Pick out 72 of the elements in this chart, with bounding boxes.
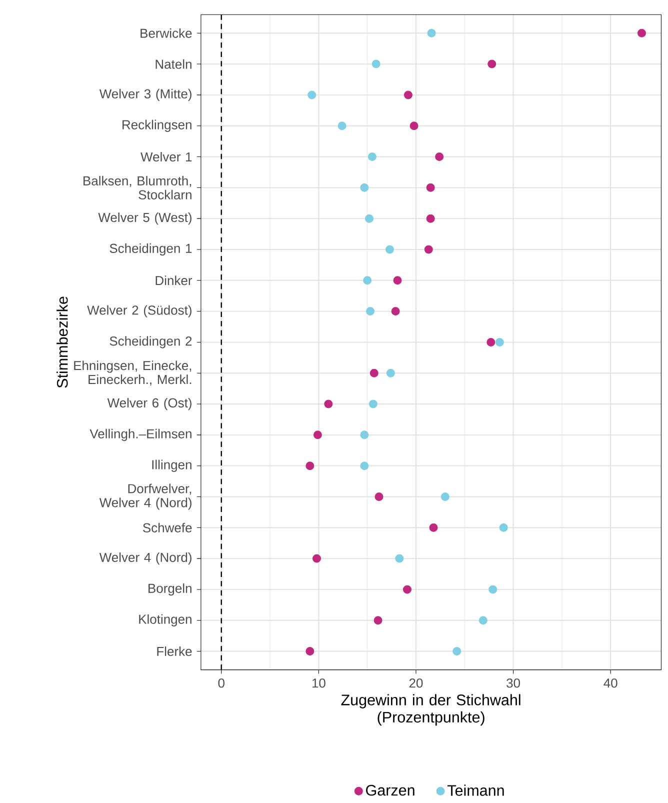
point [427, 28, 436, 38]
y-tick-label: Welver 5 (West) [98, 212, 192, 225]
point [338, 122, 346, 130]
point [495, 338, 504, 346]
x-tick-label: 0 [218, 678, 224, 688]
point [313, 430, 322, 440]
point [324, 400, 332, 408]
y-tick-label: Welver 1 [140, 152, 192, 162]
point [366, 307, 374, 316]
point [364, 214, 374, 223]
x-tick-label: 20 [409, 678, 422, 688]
y-tick-label: Dorfwelver, Welver 4 (Nord) [99, 484, 192, 510]
point [499, 523, 508, 532]
y-tick-label: Welver 3 (Mitte) [99, 88, 192, 101]
point [305, 647, 314, 656]
point [362, 276, 372, 285]
point [426, 214, 435, 223]
point [386, 368, 395, 378]
legend-label: Garzen [366, 784, 414, 796]
y-tick-label: Nateln [156, 59, 192, 69]
point [426, 183, 435, 192]
x-axis-title: Zugewinn in der Stichwahl (Prozentpunkte) [341, 694, 520, 726]
point [434, 152, 444, 162]
point [637, 28, 646, 38]
x-tick-label: 40 [603, 678, 618, 688]
legend-label: Teimann [447, 784, 504, 796]
point [402, 585, 412, 594]
point [404, 90, 412, 100]
point [488, 585, 497, 594]
y-tick-label: Flerke [156, 646, 192, 656]
point [429, 523, 438, 532]
point [368, 400, 378, 408]
point [360, 183, 368, 192]
point [360, 430, 368, 440]
point [424, 245, 433, 254]
point [487, 60, 496, 68]
point [360, 462, 368, 470]
y-tick-label: Borgeln [148, 583, 192, 596]
point [368, 152, 376, 162]
y-tick-label: Berwicke [140, 28, 192, 38]
y-tick-label: Balksen, Blumroth, Stocklarn [83, 176, 192, 200]
point [372, 60, 380, 68]
y-tick-label: Welver 2 (Südost) [86, 305, 192, 318]
y-tick-label: Scheidingen 2 [110, 336, 192, 348]
point [385, 245, 394, 254]
point [312, 554, 321, 563]
y-tick-label: Vellingh.–Eilmsen [90, 428, 192, 441]
y-tick-label: Welver 6 (Ost) [107, 398, 192, 410]
y-tick-label: Welver 4 (Nord) [99, 552, 192, 565]
y-tick-label: Ehningsen, Einecke, Eineckerh., Merkl. [74, 360, 191, 386]
y-axis-title: Stimmbezirke [56, 296, 68, 388]
point [452, 647, 461, 656]
y-tick-label: Dinker [156, 276, 192, 286]
point [394, 554, 404, 563]
point [410, 122, 418, 130]
point [374, 492, 384, 501]
x-tick-label: 10 [312, 678, 326, 688]
point [391, 307, 400, 316]
y-tick-label: Scheidingen 1 [110, 243, 192, 256]
y-tick-label: Klotingen [138, 614, 192, 626]
point [478, 616, 488, 625]
point [370, 368, 378, 378]
x-tick-label: 30 [506, 678, 520, 688]
y-tick-label: Recklingsen [122, 120, 192, 132]
point [440, 492, 450, 501]
point [393, 276, 402, 285]
point [305, 462, 314, 470]
point [374, 616, 382, 625]
point [486, 338, 495, 346]
point [307, 90, 316, 100]
y-tick-label: Illingen [152, 460, 192, 472]
y-tick-label: Schwefe [142, 522, 192, 532]
